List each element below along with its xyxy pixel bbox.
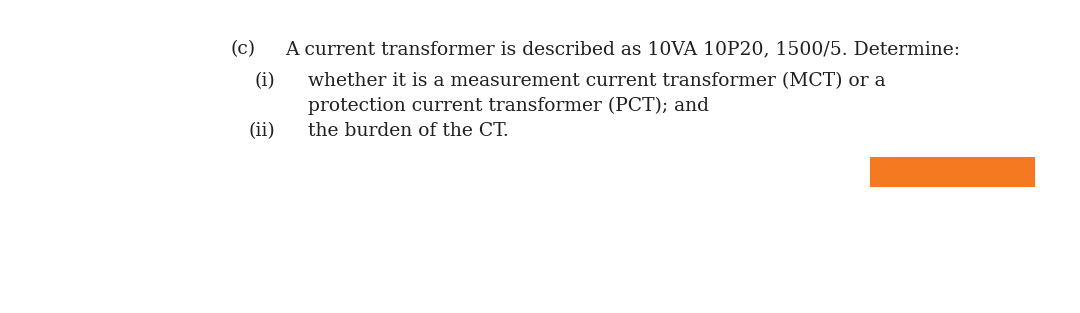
Text: (ii): (ii) <box>249 122 275 140</box>
Text: (i): (i) <box>255 72 275 90</box>
Text: A current transformer is described as 10VA 10P20, 1500/5. Determine:: A current transformer is described as 10… <box>285 40 960 58</box>
Text: the burden of the CT.: the burden of the CT. <box>308 122 509 140</box>
FancyBboxPatch shape <box>870 157 1035 187</box>
Text: whether it is a measurement current transformer (MCT) or a: whether it is a measurement current tran… <box>308 72 886 90</box>
Text: (c): (c) <box>230 40 255 58</box>
Text: protection current transformer (PCT); and: protection current transformer (PCT); an… <box>308 97 708 115</box>
